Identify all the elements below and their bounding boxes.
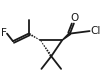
Text: Cl: Cl	[91, 26, 101, 36]
Text: F: F	[1, 28, 6, 38]
Text: O: O	[70, 13, 78, 23]
Polygon shape	[62, 33, 71, 40]
